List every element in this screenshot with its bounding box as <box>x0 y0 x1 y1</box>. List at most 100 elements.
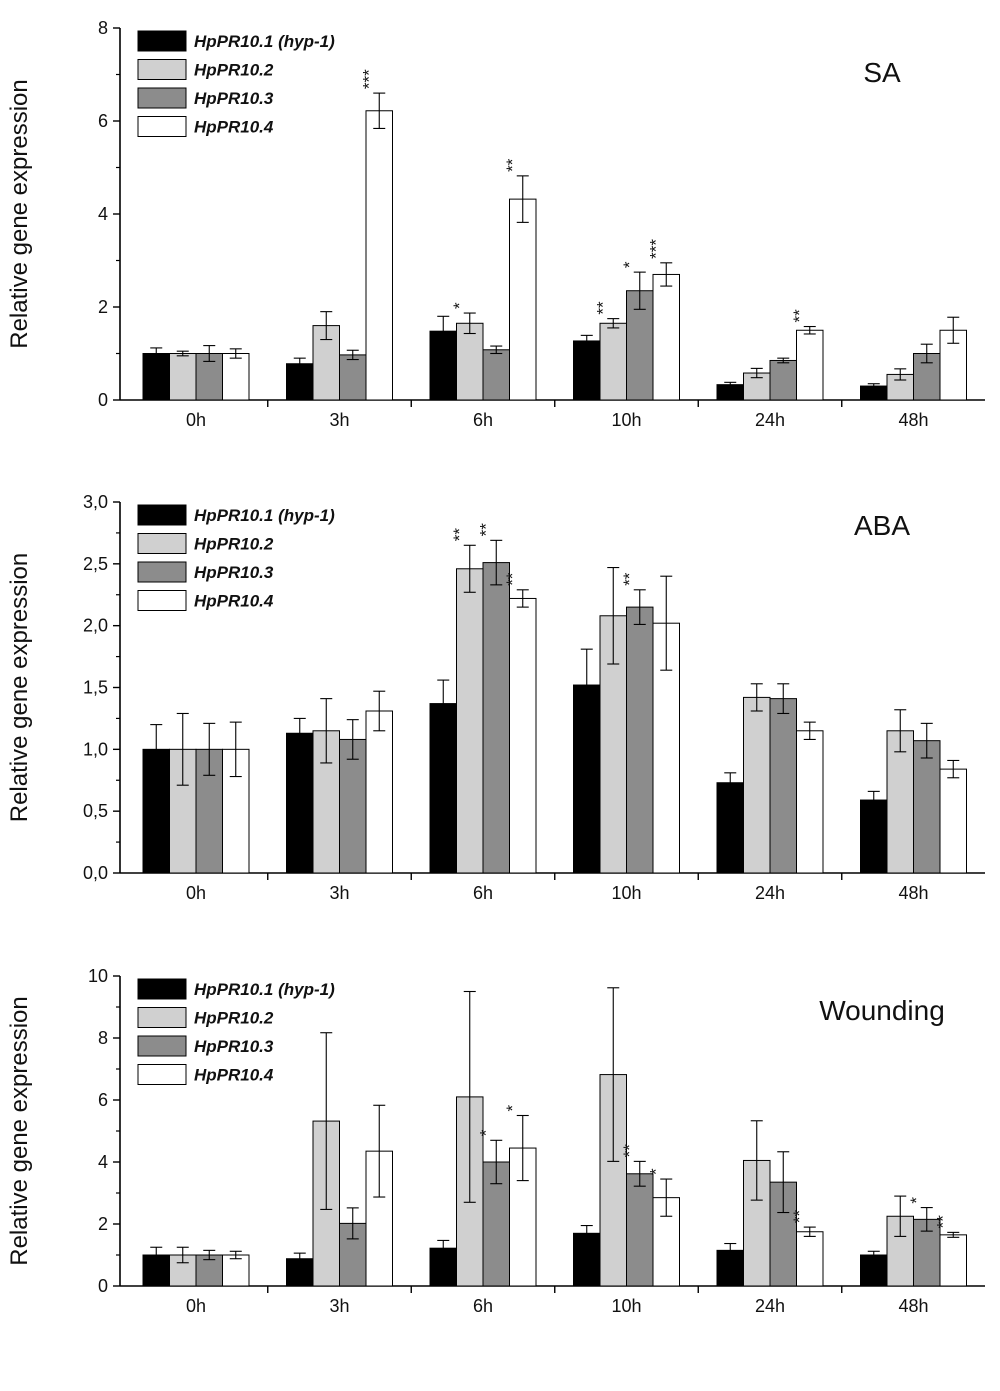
legend-swatch <box>137 533 187 554</box>
significance-label: ** <box>503 158 522 172</box>
bar <box>286 732 314 874</box>
bar <box>365 110 393 401</box>
bar <box>860 1254 888 1287</box>
significance-label: ** <box>790 1209 809 1223</box>
x-tick-label: 48h <box>898 1296 928 1316</box>
bar <box>626 606 654 874</box>
legend-label: HpPR10.1 (hyp-1) <box>194 32 335 51</box>
legend-label: HpPR10.2 <box>194 535 274 554</box>
y-tick-label: 0 <box>98 1276 108 1296</box>
bar <box>482 562 510 874</box>
legend-swatch <box>137 59 187 80</box>
legend-label: HpPR10.4 <box>194 1066 274 1085</box>
x-tick-label: 10h <box>611 1296 641 1316</box>
legend-swatch <box>137 30 187 52</box>
legend-label: HpPR10.3 <box>194 1037 274 1056</box>
bar <box>913 740 941 874</box>
x-tick-label: 24h <box>755 410 785 430</box>
x-tick-label: 10h <box>611 410 641 430</box>
legend-swatch <box>137 1064 187 1085</box>
y-tick-label: 6 <box>98 1090 108 1110</box>
bar <box>599 322 627 401</box>
bar <box>456 568 484 874</box>
legend-swatch <box>137 590 187 611</box>
significance-label: * <box>646 1168 665 1175</box>
x-tick-label: 3h <box>329 410 349 430</box>
legend-label: HpPR10.4 <box>194 118 274 137</box>
chart-title: Wounding <box>819 995 945 1026</box>
x-tick-label: 6h <box>473 1296 493 1316</box>
x-tick-label: 0h <box>186 410 206 430</box>
x-tick-label: 3h <box>329 883 349 903</box>
bar <box>142 353 170 401</box>
y-tick-label: 2 <box>98 1214 108 1234</box>
aba-panel: 0,0 0,5 1,0 1,5 2,0 2,5 3,0 Relative gene expre… <box>6 492 985 903</box>
x-tick-label: 6h <box>473 410 493 430</box>
bar <box>939 768 967 874</box>
significance-label: *** <box>359 69 378 89</box>
bar <box>769 698 797 874</box>
legend-label: HpPR10.2 <box>194 1009 274 1028</box>
legend-label: HpPR10.4 <box>194 592 274 611</box>
significance-label: ** <box>503 572 522 586</box>
bar <box>169 353 197 401</box>
y-axis-label: Relative gene expression <box>6 553 33 823</box>
bar <box>860 799 888 874</box>
chart-title: ABA <box>854 510 910 541</box>
legend-swatch <box>137 116 187 137</box>
bar <box>509 198 537 401</box>
bar <box>509 597 537 874</box>
significance-label: * <box>503 1105 522 1112</box>
bar <box>222 1254 250 1287</box>
bar <box>796 1231 824 1287</box>
legend-swatch <box>137 561 187 583</box>
bar <box>482 349 510 401</box>
bar <box>339 354 367 401</box>
x-tick-label: 48h <box>898 883 928 903</box>
y-tick-label: 2,0 <box>83 616 108 636</box>
legend-label: HpPR10.1 (hyp-1) <box>194 506 335 525</box>
y-tick-label: 0,0 <box>83 863 108 883</box>
significance-label: ** <box>620 1144 639 1158</box>
bar <box>456 322 484 401</box>
bar <box>652 273 680 401</box>
x-tick-label: 24h <box>755 883 785 903</box>
legend-label: HpPR10.3 <box>194 563 274 582</box>
x-tick-label: 48h <box>898 410 928 430</box>
x-tick-label: 6h <box>473 883 493 903</box>
bar <box>365 710 393 874</box>
y-tick-label: 1,0 <box>83 739 108 759</box>
bar <box>796 329 824 401</box>
y-tick-label: 2 <box>98 297 108 317</box>
legend-swatch <box>137 87 187 109</box>
bar <box>626 1173 654 1287</box>
legend-swatch <box>137 1035 187 1057</box>
bar <box>769 359 797 401</box>
y-tick-label: 8 <box>98 18 108 38</box>
y-tick-label: 1,5 <box>83 678 108 698</box>
x-tick-label: 24h <box>755 1296 785 1316</box>
bar <box>573 340 601 401</box>
x-tick-label: 3h <box>329 1296 349 1316</box>
bar <box>939 1234 967 1287</box>
significance-label: * <box>476 1129 495 1136</box>
legend-label: HpPR10.1 (hyp-1) <box>194 980 335 999</box>
x-tick-label: 10h <box>611 883 641 903</box>
bar <box>429 703 457 874</box>
y-tick-label: 4 <box>98 1152 108 1172</box>
significance-label: *** <box>646 239 665 259</box>
significance-label: * <box>620 261 639 268</box>
bar <box>222 353 250 401</box>
y-tick-label: 3,0 <box>83 492 108 512</box>
x-tick-label: 0h <box>186 883 206 903</box>
y-tick-label: 8 <box>98 1028 108 1048</box>
bar <box>796 730 824 874</box>
bar <box>716 782 744 874</box>
bar <box>339 738 367 874</box>
legend-label: HpPR10.3 <box>194 89 274 108</box>
y-tick-label: 2,5 <box>83 554 108 574</box>
chart-title: SA <box>863 57 901 88</box>
significance-label: ** <box>620 572 639 586</box>
